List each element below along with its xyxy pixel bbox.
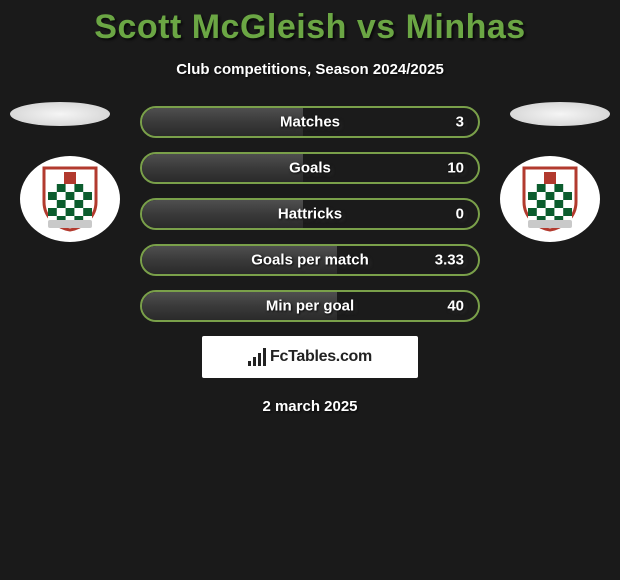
club-crest-left bbox=[20, 156, 120, 242]
stat-value: 3.33 bbox=[435, 252, 464, 269]
comparison-panel: Matches 3 Goals 10 Hattricks 0 Goals per… bbox=[0, 106, 620, 415]
player-avatar-right bbox=[510, 102, 610, 126]
stat-label: Goals per match bbox=[251, 252, 369, 269]
stat-value: 10 bbox=[447, 160, 464, 177]
stat-row-min-per-goal: Min per goal 40 bbox=[140, 290, 480, 322]
stat-value: 0 bbox=[456, 206, 464, 223]
stat-row-hattricks: Hattricks 0 bbox=[140, 198, 480, 230]
watermark-badge: FcTables.com bbox=[202, 336, 418, 378]
footer-date: 2 march 2025 bbox=[0, 398, 620, 415]
stat-row-goals-per-match: Goals per match 3.33 bbox=[140, 244, 480, 276]
stat-value: 3 bbox=[456, 114, 464, 131]
stat-label: Min per goal bbox=[266, 298, 354, 315]
bars-icon bbox=[248, 348, 266, 366]
player-avatar-left bbox=[10, 102, 110, 126]
shield-icon bbox=[522, 166, 578, 232]
stat-row-matches: Matches 3 bbox=[140, 106, 480, 138]
watermark-text: FcTables.com bbox=[270, 348, 372, 366]
page-subtitle: Club competitions, Season 2024/2025 bbox=[0, 61, 620, 78]
shield-icon bbox=[42, 166, 98, 232]
stat-row-goals: Goals 10 bbox=[140, 152, 480, 184]
stat-value: 40 bbox=[447, 298, 464, 315]
stat-rows: Matches 3 Goals 10 Hattricks 0 Goals per… bbox=[140, 106, 480, 322]
club-crest-right bbox=[500, 156, 600, 242]
stat-label: Hattricks bbox=[278, 206, 342, 223]
page-title: Scott McGleish vs Minhas bbox=[0, 0, 620, 47]
stat-label: Matches bbox=[280, 114, 340, 131]
stat-fill bbox=[142, 154, 303, 182]
stat-label: Goals bbox=[289, 160, 331, 177]
